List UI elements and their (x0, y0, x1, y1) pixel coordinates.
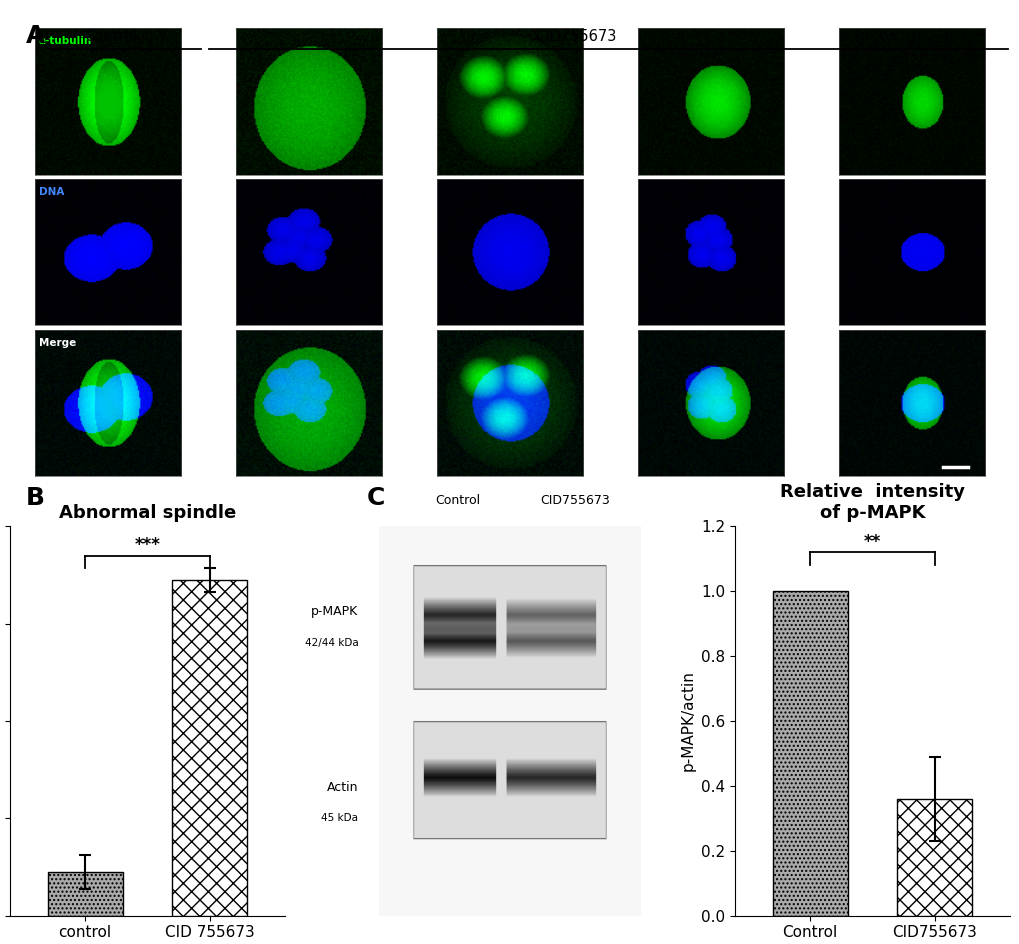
Text: Merge: Merge (39, 338, 76, 347)
Text: C: C (367, 486, 385, 510)
Y-axis label: p-MAPK/actin: p-MAPK/actin (680, 670, 695, 771)
Text: CID755673: CID755673 (535, 29, 616, 44)
Bar (48, 872, 122, 916)
Text: DNA: DNA (39, 187, 64, 197)
Bar (172, 580, 247, 916)
Bar (897, 799, 971, 916)
Text: Actin: Actin (326, 781, 358, 794)
Text: p-MAPK: p-MAPK (311, 605, 358, 618)
Text: 42/44 kDa: 42/44 kDa (305, 638, 358, 649)
Text: B: B (25, 486, 45, 510)
Text: a-tubulin: a-tubulin (39, 36, 92, 46)
Bar (772, 591, 847, 916)
Text: Control: Control (84, 29, 137, 44)
Title: Abnormal spindle: Abnormal spindle (59, 504, 235, 522)
Text: CID755673: CID755673 (540, 494, 609, 507)
Title: Relative  intensity
of p-MAPK: Relative intensity of p-MAPK (780, 483, 964, 522)
Text: **: ** (863, 532, 880, 550)
Text: 45 kDa: 45 kDa (321, 814, 358, 823)
Text: A: A (25, 24, 45, 47)
Text: Control: Control (435, 494, 480, 507)
Text: ***: *** (135, 536, 160, 554)
